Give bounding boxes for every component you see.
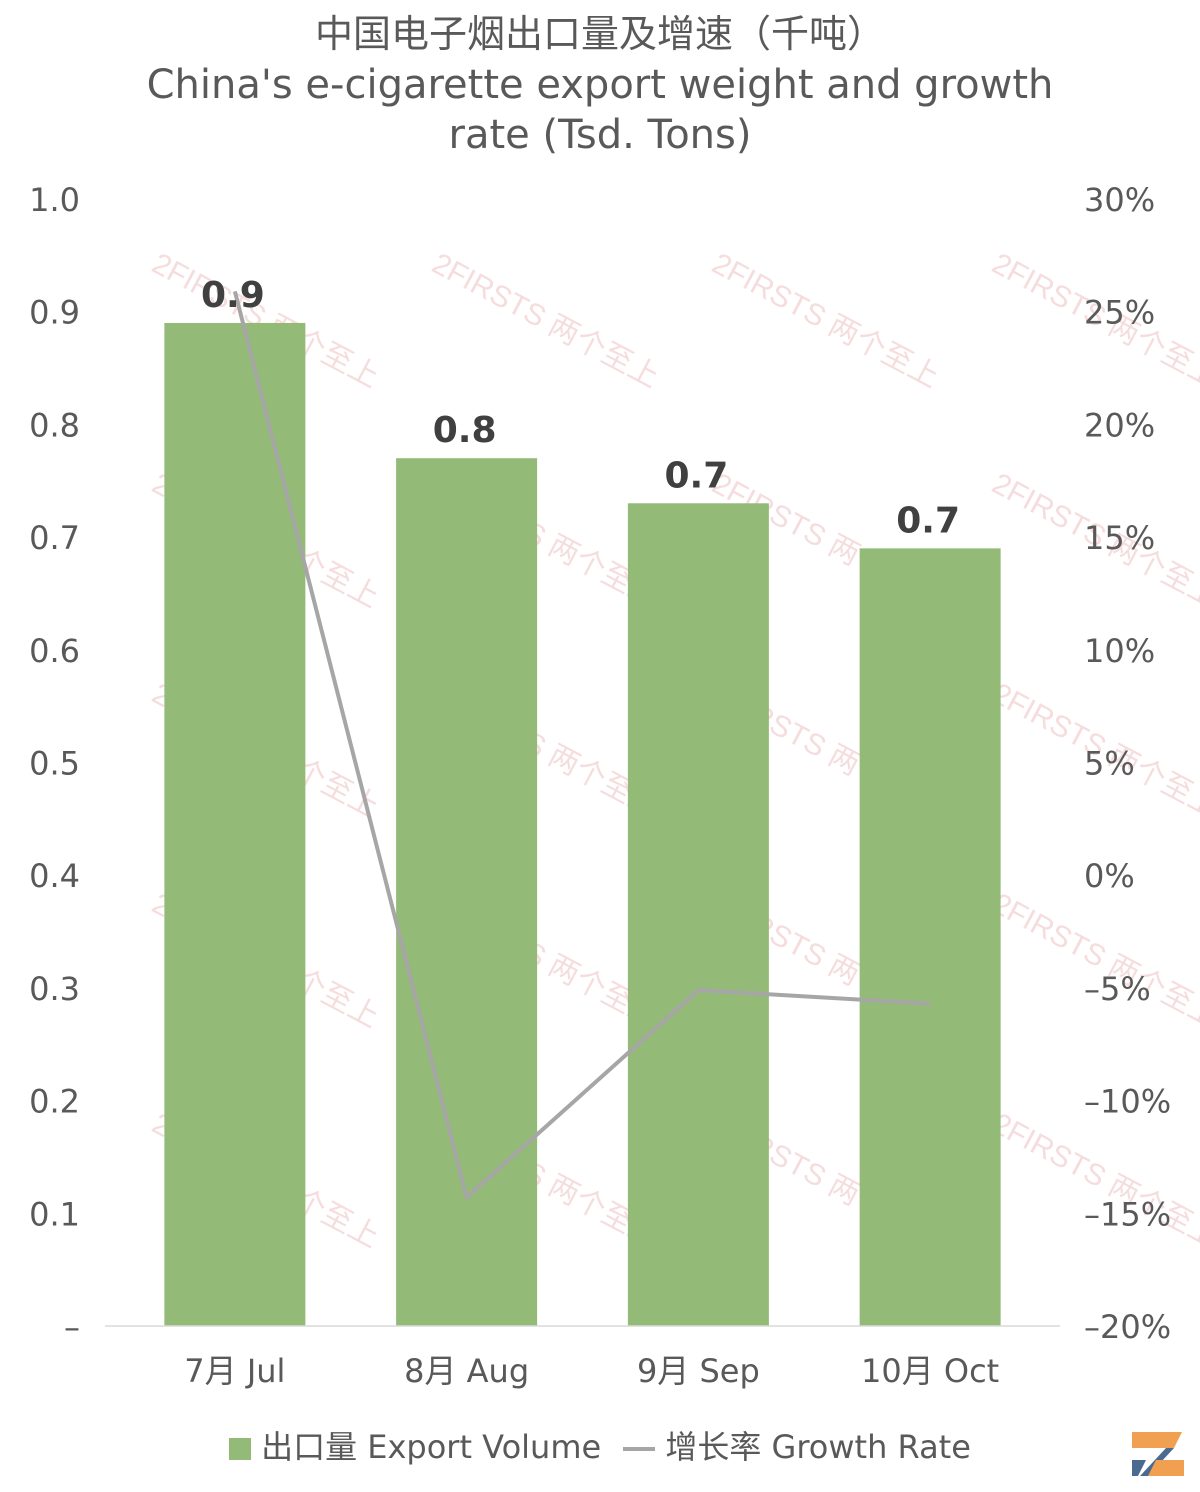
right-axis-ticks: –20% –15% –10% –5% 0% 5% 10% 15% 20% 25% 30% <box>1084 181 1171 1346</box>
watermark-text: 2FIRSTS 两个至上 <box>987 887 1200 1034</box>
left-axis-tick-label: 0.7 <box>29 519 80 557</box>
category-label: 9月 Sep <box>637 1352 760 1390</box>
bar <box>396 458 538 1327</box>
left-axis-tick-label: 0.2 <box>29 1083 80 1121</box>
legend-item-line: 增长率 Growth Rate <box>623 1422 971 1468</box>
bar-data-label: 0.9 <box>201 275 265 316</box>
legend: 出口量 Export Volume 增长率 Growth Rate <box>0 1422 1200 1468</box>
right-axis-tick-label: 0% <box>1084 857 1135 895</box>
left-axis-tick-label: 0.8 <box>29 406 80 444</box>
chart-title-en-line1: China's e-cigarette export weight and gr… <box>146 62 1054 108</box>
chart-title-en-line2: rate (Tsd. Tons) <box>448 112 752 158</box>
legend-swatch-bar <box>229 1438 252 1460</box>
left-axis-tick-label: 1.0 <box>29 181 80 219</box>
bar-data-label: 0.7 <box>664 455 728 496</box>
right-axis-tick-label: –10% <box>1084 1083 1171 1121</box>
watermark-text: 2FIRSTS 两个至上 <box>707 247 945 394</box>
right-axis-tick-label: 30% <box>1084 181 1155 219</box>
bar <box>164 322 306 1327</box>
category-labels: 7月 Jul 8月 Aug 9月 Sep 10月 Oct <box>184 1352 999 1390</box>
right-axis-tick-label: 10% <box>1084 632 1155 670</box>
legend-swatch-line <box>623 1447 656 1451</box>
right-axis-tick-label: 20% <box>1084 406 1155 444</box>
left-axis-tick-label: 0.3 <box>29 970 80 1008</box>
right-axis-tick-label: 25% <box>1084 294 1155 332</box>
watermark-text: 2FIRSTS 两个至上 <box>427 247 665 394</box>
brand-logo-icon <box>1132 1432 1184 1476</box>
left-axis-tick-label: 0.9 <box>29 294 80 332</box>
category-label: 7月 Jul <box>184 1352 285 1390</box>
legend-item-bar: 出口量 Export Volume <box>229 1422 601 1468</box>
left-axis-tick-label: 0.4 <box>29 857 80 895</box>
right-axis-tick-label: –20% <box>1084 1308 1171 1346</box>
legend-label-line: 增长率 Growth Rate <box>665 1428 971 1466</box>
category-label: 10月 Oct <box>861 1352 999 1390</box>
bar-data-label: 0.7 <box>896 500 960 541</box>
left-axis-tick-label: – <box>64 1308 80 1346</box>
left-axis-ticks: – 0.1 0.2 0.3 0.4 0.5 0.6 0.7 0.8 0.9 1.0 <box>29 181 80 1346</box>
line-series <box>232 290 931 1200</box>
bar <box>859 548 1001 1326</box>
right-axis-tick-label: –15% <box>1084 1195 1171 1233</box>
chart-title-cn: 中国电子烟出口量及增速（千吨） <box>314 12 885 56</box>
category-label: 8月 Aug <box>404 1352 529 1390</box>
growth-rate-line <box>232 290 931 1200</box>
bar-series <box>164 322 1001 1327</box>
data-labels: 0.9 0.8 0.7 0.7 <box>201 275 960 541</box>
right-axis-tick-label: –5% <box>1084 970 1151 1008</box>
left-axis-tick-label: 0.5 <box>29 745 80 783</box>
legend-label-bar: 出口量 Export Volume <box>261 1428 602 1466</box>
right-axis-tick-label: 15% <box>1084 519 1155 557</box>
bar-data-label: 0.8 <box>433 410 497 451</box>
left-axis-tick-label: 0.6 <box>29 632 80 670</box>
chart-title: 中国电子烟出口量及增速（千吨） China's e-cigarette expo… <box>0 8 1200 160</box>
bar <box>627 503 769 1326</box>
left-axis-tick-label: 0.1 <box>29 1195 80 1233</box>
right-axis-tick-label: 5% <box>1084 745 1135 783</box>
combo-chart: 2FIRSTS 两个至上 2FIRSTS 两个至上 2FIRSTS 两个至上 2FIR… <box>29 181 1200 1390</box>
